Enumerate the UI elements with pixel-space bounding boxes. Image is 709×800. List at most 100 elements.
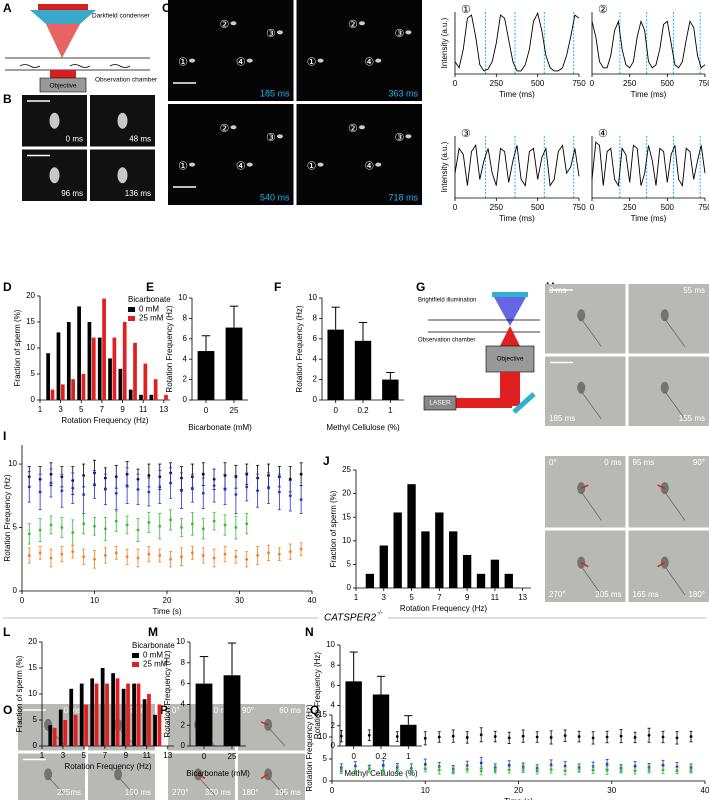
point (549, 768, 553, 771)
cell-number: ① (178, 161, 188, 173)
point (201, 554, 205, 557)
x-tick-label: 10 (421, 786, 430, 795)
point (27, 554, 31, 557)
frame-label: 205 ms (595, 590, 621, 599)
point (395, 735, 399, 738)
x-tick-label: 1 (406, 752, 411, 761)
legend-swatch (132, 662, 139, 667)
bar (108, 358, 112, 400)
frame-label: 540 ms (260, 192, 290, 202)
point (675, 736, 679, 740)
cell-blob (317, 58, 324, 63)
bar (354, 340, 372, 400)
y-tick-label: 20 (342, 489, 351, 498)
point (103, 554, 107, 557)
point (661, 768, 665, 772)
point (479, 769, 483, 773)
bar (136, 683, 141, 746)
bar (372, 694, 390, 746)
frame-label: 150 ms (125, 788, 151, 797)
cell-number: ④ (364, 161, 374, 173)
point (423, 736, 427, 740)
x-tick-label: 0 (453, 79, 458, 88)
point (180, 489, 183, 493)
point (451, 769, 455, 772)
x-tick-label: 11 (491, 593, 500, 602)
point (675, 769, 679, 772)
x-tick-label: 0 (351, 752, 356, 761)
bar (73, 714, 78, 746)
frame-label: 0° (549, 458, 557, 467)
y-tick-label: 0 (313, 395, 318, 404)
point (223, 488, 227, 491)
point (82, 555, 86, 559)
panel-label: E (146, 280, 154, 294)
point (190, 551, 194, 555)
point (38, 490, 42, 494)
diagram-g: G Brightfield illumination Observation c… (416, 280, 540, 414)
x-tick-label: 1 (40, 751, 45, 760)
objective-top (50, 70, 76, 78)
cell-blob (660, 309, 669, 322)
point (190, 486, 194, 490)
bar (87, 322, 92, 400)
x-tick-label: 0 (204, 406, 209, 415)
flagellum (267, 776, 286, 796)
cell-blob (375, 162, 382, 167)
point (633, 764, 637, 768)
point (114, 519, 118, 523)
x-axis-label: Methyl Cellulose (%) (326, 423, 400, 432)
y-axis-label: Intensity (a.u.) (440, 141, 449, 192)
legend-label: 0 mM (139, 305, 159, 314)
arrow (657, 562, 666, 568)
x-tick-label: 0 (590, 79, 595, 88)
point (661, 763, 665, 767)
cell-blob (230, 125, 237, 130)
x-axis-label: Rotation Frequency (Hz) (64, 762, 151, 771)
cell-blob (44, 768, 53, 781)
axis-line (454, 12, 579, 75)
point (423, 767, 427, 771)
y-axis-label: Rotation Frequency (Hz) (305, 704, 314, 791)
y-tick-label: 15 (318, 710, 327, 719)
y-tick-label: 25 (342, 465, 351, 474)
bar (126, 683, 130, 746)
point (71, 550, 75, 554)
point (125, 523, 129, 527)
panel-label: Q (310, 703, 319, 717)
light-cone (46, 24, 80, 58)
point (38, 551, 42, 555)
trace-marker: ① (461, 4, 471, 16)
point (689, 735, 693, 738)
y-tick-label: 15 (342, 512, 351, 521)
image-frame (168, 104, 294, 205)
frame-label: 270° (549, 590, 566, 599)
x-tick-label: 750 (698, 203, 709, 212)
point (563, 769, 567, 773)
bar (84, 704, 88, 746)
point (423, 762, 427, 766)
x-tick-label: 25 (230, 406, 239, 415)
x-tick-label: 5 (79, 405, 84, 414)
y-tick-label: 0 (13, 586, 18, 595)
diagram-text: LASER (429, 400, 451, 407)
frame-label: 0 ms (549, 286, 566, 295)
point (591, 768, 595, 772)
frame-label: 0 ms (214, 706, 231, 715)
point (381, 736, 385, 739)
arrow (580, 562, 589, 568)
y-tick-label: 6 (313, 334, 318, 343)
point (234, 526, 238, 529)
cell-number: ④ (236, 57, 246, 69)
panel-label: B (3, 92, 12, 106)
frame-label: 136 ms (125, 189, 151, 198)
x-tick-label: 11 (139, 405, 148, 414)
arrow (260, 721, 269, 726)
point (521, 767, 525, 771)
point (689, 768, 693, 771)
point (619, 734, 623, 738)
divider-gap (318, 610, 388, 624)
bar (153, 714, 157, 746)
y-axis-label: Fraction of sperm (%) (329, 490, 338, 567)
bar (393, 512, 402, 588)
